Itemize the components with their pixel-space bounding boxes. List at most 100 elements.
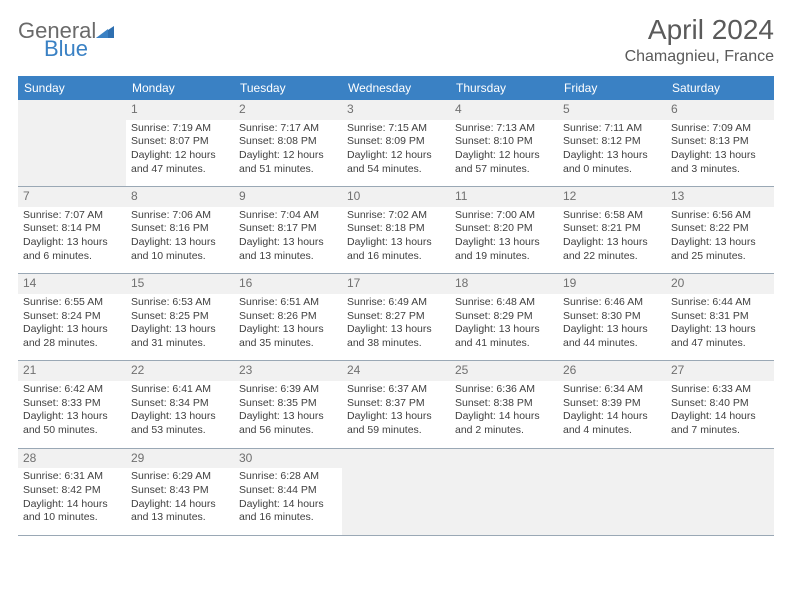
calendar-day-cell: 1Sunrise: 7:19 AMSunset: 8:07 PMDaylight… xyxy=(126,100,234,187)
day-detail-line: and 3 minutes. xyxy=(671,163,769,177)
day-detail-line: and 16 minutes. xyxy=(239,511,337,525)
day-detail-line: and 53 minutes. xyxy=(131,424,229,438)
day-detail-line: Daylight: 12 hours xyxy=(347,149,445,163)
day-detail-line: Sunrise: 7:09 AM xyxy=(671,122,769,136)
calendar-week-row: 1Sunrise: 7:19 AMSunset: 8:07 PMDaylight… xyxy=(18,100,774,187)
day-detail-line: Daylight: 12 hours xyxy=(131,149,229,163)
day-detail-line: Daylight: 13 hours xyxy=(563,323,661,337)
day-detail-line: Daylight: 13 hours xyxy=(347,236,445,250)
day-detail-line: and 47 minutes. xyxy=(131,163,229,177)
day-detail-line: Sunrise: 6:46 AM xyxy=(563,296,661,310)
calendar-day-cell: 13Sunrise: 6:56 AMSunset: 8:22 PMDayligh… xyxy=(666,187,774,274)
day-number: 3 xyxy=(342,100,450,120)
calendar-day-cell: 29Sunrise: 6:29 AMSunset: 8:43 PMDayligh… xyxy=(126,448,234,535)
calendar-day-cell: 19Sunrise: 6:46 AMSunset: 8:30 PMDayligh… xyxy=(558,274,666,361)
day-detail-line: Daylight: 13 hours xyxy=(671,323,769,337)
day-detail-line: Sunrise: 6:28 AM xyxy=(239,470,337,484)
header: General Blue April 2024 Chamagnieu, Fran… xyxy=(18,14,774,66)
day-detail-line: Daylight: 14 hours xyxy=(563,410,661,424)
day-number: 23 xyxy=(234,361,342,381)
calendar-day-cell: 8Sunrise: 7:06 AMSunset: 8:16 PMDaylight… xyxy=(126,187,234,274)
day-detail-line: and 10 minutes. xyxy=(131,250,229,264)
calendar-day-cell: 2Sunrise: 7:17 AMSunset: 8:08 PMDaylight… xyxy=(234,100,342,187)
day-number: 29 xyxy=(126,449,234,469)
calendar-day-cell: 3Sunrise: 7:15 AMSunset: 8:09 PMDaylight… xyxy=(342,100,450,187)
day-detail-line: Daylight: 13 hours xyxy=(239,410,337,424)
calendar-day-cell: 26Sunrise: 6:34 AMSunset: 8:39 PMDayligh… xyxy=(558,361,666,448)
day-detail-line: Daylight: 13 hours xyxy=(347,410,445,424)
calendar-day-cell: 23Sunrise: 6:39 AMSunset: 8:35 PMDayligh… xyxy=(234,361,342,448)
day-detail-line: Sunset: 8:14 PM xyxy=(23,222,121,236)
day-detail-line: Sunset: 8:17 PM xyxy=(239,222,337,236)
day-detail-line: Sunrise: 6:44 AM xyxy=(671,296,769,310)
weekday-header: Thursday xyxy=(450,76,558,100)
day-detail-line: Sunset: 8:25 PM xyxy=(131,310,229,324)
logo-text-blue: Blue xyxy=(44,38,114,60)
calendar-week-row: 21Sunrise: 6:42 AMSunset: 8:33 PMDayligh… xyxy=(18,361,774,448)
day-number: 25 xyxy=(450,361,558,381)
day-detail-line: and 54 minutes. xyxy=(347,163,445,177)
calendar-day-cell: 30Sunrise: 6:28 AMSunset: 8:44 PMDayligh… xyxy=(234,448,342,535)
day-detail-line: and 41 minutes. xyxy=(455,337,553,351)
day-number: 6 xyxy=(666,100,774,120)
day-detail-line: Sunset: 8:20 PM xyxy=(455,222,553,236)
day-detail-line: Daylight: 13 hours xyxy=(131,236,229,250)
day-number: 13 xyxy=(666,187,774,207)
day-detail-line: and 4 minutes. xyxy=(563,424,661,438)
day-number: 5 xyxy=(558,100,666,120)
calendar-day-cell: 10Sunrise: 7:02 AMSunset: 8:18 PMDayligh… xyxy=(342,187,450,274)
calendar-page: General Blue April 2024 Chamagnieu, Fran… xyxy=(0,0,792,550)
day-detail-line: Sunset: 8:21 PM xyxy=(563,222,661,236)
day-detail-line: Sunset: 8:13 PM xyxy=(671,135,769,149)
day-number: 11 xyxy=(450,187,558,207)
day-detail-line: Sunrise: 6:36 AM xyxy=(455,383,553,397)
calendar-day-cell: 14Sunrise: 6:55 AMSunset: 8:24 PMDayligh… xyxy=(18,274,126,361)
weekday-header: Saturday xyxy=(666,76,774,100)
day-number: 15 xyxy=(126,274,234,294)
logo-triangle-icon xyxy=(96,24,114,38)
calendar-day-cell: 25Sunrise: 6:36 AMSunset: 8:38 PMDayligh… xyxy=(450,361,558,448)
day-detail-line: Sunrise: 7:17 AM xyxy=(239,122,337,136)
day-detail-line: Daylight: 13 hours xyxy=(23,236,121,250)
calendar-week-row: 7Sunrise: 7:07 AMSunset: 8:14 PMDaylight… xyxy=(18,187,774,274)
day-detail-line: Daylight: 13 hours xyxy=(563,149,661,163)
day-number: 10 xyxy=(342,187,450,207)
calendar-day-cell: 17Sunrise: 6:49 AMSunset: 8:27 PMDayligh… xyxy=(342,274,450,361)
day-detail-line: and 28 minutes. xyxy=(23,337,121,351)
day-detail-line: and 13 minutes. xyxy=(131,511,229,525)
day-number: 19 xyxy=(558,274,666,294)
day-detail-line: and 25 minutes. xyxy=(671,250,769,264)
location: Chamagnieu, France xyxy=(625,48,774,66)
day-detail-line: Sunrise: 6:39 AM xyxy=(239,383,337,397)
day-detail-line: and 22 minutes. xyxy=(563,250,661,264)
weekday-header-row: Sunday Monday Tuesday Wednesday Thursday… xyxy=(18,76,774,100)
day-detail-line: and 50 minutes. xyxy=(23,424,121,438)
day-number: 21 xyxy=(18,361,126,381)
day-detail-line: Sunset: 8:42 PM xyxy=(23,484,121,498)
day-detail-line: Sunrise: 6:37 AM xyxy=(347,383,445,397)
day-detail-line: Daylight: 14 hours xyxy=(23,498,121,512)
calendar-table: Sunday Monday Tuesday Wednesday Thursday… xyxy=(18,76,774,536)
day-number: 30 xyxy=(234,449,342,469)
day-detail-line: Daylight: 13 hours xyxy=(239,323,337,337)
day-detail-line: Sunset: 8:37 PM xyxy=(347,397,445,411)
day-detail-line: and 2 minutes. xyxy=(455,424,553,438)
day-detail-line: Sunrise: 6:42 AM xyxy=(23,383,121,397)
day-detail-line: Sunset: 8:26 PM xyxy=(239,310,337,324)
day-detail-line: Daylight: 13 hours xyxy=(455,323,553,337)
day-detail-line: Sunset: 8:34 PM xyxy=(131,397,229,411)
calendar-day-cell: 27Sunrise: 6:33 AMSunset: 8:40 PMDayligh… xyxy=(666,361,774,448)
day-detail-line: and 51 minutes. xyxy=(239,163,337,177)
day-detail-line: Sunrise: 6:53 AM xyxy=(131,296,229,310)
day-detail-line: Sunset: 8:43 PM xyxy=(131,484,229,498)
calendar-day-cell: 16Sunrise: 6:51 AMSunset: 8:26 PMDayligh… xyxy=(234,274,342,361)
day-number: 4 xyxy=(450,100,558,120)
day-number: 27 xyxy=(666,361,774,381)
day-detail-line: Sunset: 8:39 PM xyxy=(563,397,661,411)
calendar-week-row: 14Sunrise: 6:55 AMSunset: 8:24 PMDayligh… xyxy=(18,274,774,361)
day-detail-line: Daylight: 13 hours xyxy=(23,323,121,337)
day-number: 9 xyxy=(234,187,342,207)
day-detail-line: and 7 minutes. xyxy=(671,424,769,438)
weekday-header: Monday xyxy=(126,76,234,100)
day-number: 28 xyxy=(18,449,126,469)
